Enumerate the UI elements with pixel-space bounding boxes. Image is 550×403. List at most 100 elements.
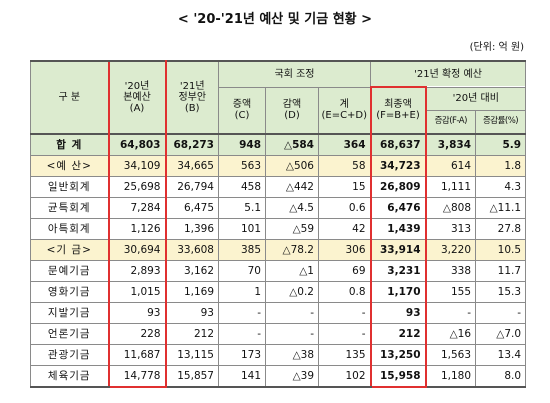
cell: 1,396 [165,217,219,240]
budget-table: 구 분 '20년 본예산 (A) '21년 정부안 (B) 국회 조정 '21년 확정 … [30,60,527,388]
cell: 2,893 [107,259,167,282]
header-cell: 증감률(%) [475,109,527,134]
header-cell: 국회 조정 [217,60,372,88]
header-cell: 계 (E=C+D) [317,86,372,134]
header-line: (D) [284,110,300,121]
table-row: 관광기금 11,687 13,115 173 △38 135 13,250 1,563 13.4 [30,343,527,366]
row-label: 언론기금 [30,322,109,345]
cell: 1,170 [369,280,427,303]
header-cell: '20년 본예산 (A) [107,60,167,134]
cell: △584 [265,132,319,156]
cell: 26,809 [369,175,427,198]
cell: 33,608 [165,238,219,261]
cell: 33,914 [369,238,427,261]
cell: 25,698 [107,175,167,198]
row-label: 문예기금 [30,259,109,282]
cell: 70 [218,259,266,282]
cell: 306 [317,238,372,261]
cell: 69 [317,259,372,282]
cell: 6,475 [165,196,219,219]
cell: 1,563 [425,343,477,366]
row-label: 아특회계 [30,217,109,240]
header-line: '20년 [124,80,150,92]
cell: △0.2 [265,280,319,303]
header-cell: 증액 (C) [218,86,266,134]
cell: 15,958 [369,364,427,388]
cell: 1.8 [475,154,527,177]
header-cell: '21년 확정 예산 [370,60,527,88]
cell: △38 [265,343,319,366]
table-row: <예 산> 34,109 34,665 563 △506 58 34,723 614 1.8 [30,154,527,177]
header-line: (E=C+D) [321,110,368,121]
cell: 385 [218,238,266,261]
cell: 0.6 [317,196,372,219]
cell: 30,694 [107,238,167,261]
row-label: 일반회계 [30,175,109,198]
cell: - [317,301,372,324]
header-cell: 감액 (D) [265,86,319,134]
cell: 13.4 [475,343,527,366]
header-line: 감액 [282,99,302,110]
table-row: <기 금> 30,694 33,608 385 △78.2 306 33,914 3,220 1… [30,238,527,261]
header-cell: 구 분 [30,60,109,134]
cell: △78.2 [265,238,319,261]
table-row: 언론기금 228 212- - -212 △16 △7.0 [30,322,527,345]
header-line: (C) [234,110,250,121]
cell: 102 [317,364,372,388]
cell: 141 [218,364,266,388]
cell: 42 [317,217,372,240]
cell: 68,637 [369,132,427,156]
table-row: 일반회계 25,698 26,794 458 △442 15 26,809 1,111 4.3 [30,175,527,198]
cell: 212 [165,322,219,345]
cell: 1,111 [425,175,477,198]
header-cell: '20년 대비 [425,86,527,111]
header-line: 최종액 [384,99,412,111]
cell: 15 [317,175,372,198]
header-line: 증액 [232,99,252,110]
row-label: <예 산> [30,154,109,177]
cell: 173 [218,343,266,366]
cell: 14,778 [107,364,167,388]
cell: - [317,322,372,345]
cell: 93 [165,301,219,324]
cell: 10.5 [475,238,527,261]
cell: 27.8 [475,217,527,240]
table-row: 문예기금 2,893 3,162 70 △1 69 3,231 338 11.7 [30,259,527,282]
cell: △808 [425,196,477,219]
table-row: 균특회계 7,284 6,475 5.1 △4.5 0.6 6,476 △808 △11.1 [30,196,527,219]
cell: - [475,301,527,324]
cell: - [218,301,266,324]
row-label: 합 계 [30,132,109,156]
cell: 34,109 [107,154,167,177]
cell: 8.0 [475,364,527,388]
cell: 34,665 [165,154,219,177]
table-row: 영화기금 1,015 1,169 1 △0.2 0.8 1,170 155 15.3 [30,280,527,303]
cell: 338 [425,259,477,282]
header-line: (A) [129,102,145,114]
cell: 1,169 [165,280,219,303]
header-cell: 증감(F-A) [425,109,477,134]
cell: 13,115 [165,343,219,366]
cell: - [265,322,319,345]
cell: 13,250 [369,343,427,366]
cell: 135 [317,343,372,366]
cell: 11,687 [107,343,167,366]
cell: △4.5 [265,196,319,219]
cell: △11.1 [475,196,527,219]
unit-note: (단위: 억 원) [469,42,524,53]
table-row: 지발기금 93 93- - -93- - [30,301,527,324]
header-line: 계 [339,99,349,110]
cell: 64,803 [107,132,167,156]
cell: △39 [265,364,319,388]
cell: 3,834 [425,132,477,156]
table-row: 체육기금 14,778 15,857 141 △39 102 15,958 1,180 8.0 [30,364,527,388]
cell: △16 [425,322,477,345]
cell: 1,126 [107,217,167,240]
row-label: 균특회계 [30,196,109,219]
cell: 5.1 [218,196,266,219]
row-label: <기 금> [30,238,109,261]
table-header: 구 분 '20년 본예산 (A) '21년 정부안 (B) 국회 조정 '21년 확정 … [30,60,527,134]
cell: - [218,322,266,345]
cell: 93 [369,301,427,324]
